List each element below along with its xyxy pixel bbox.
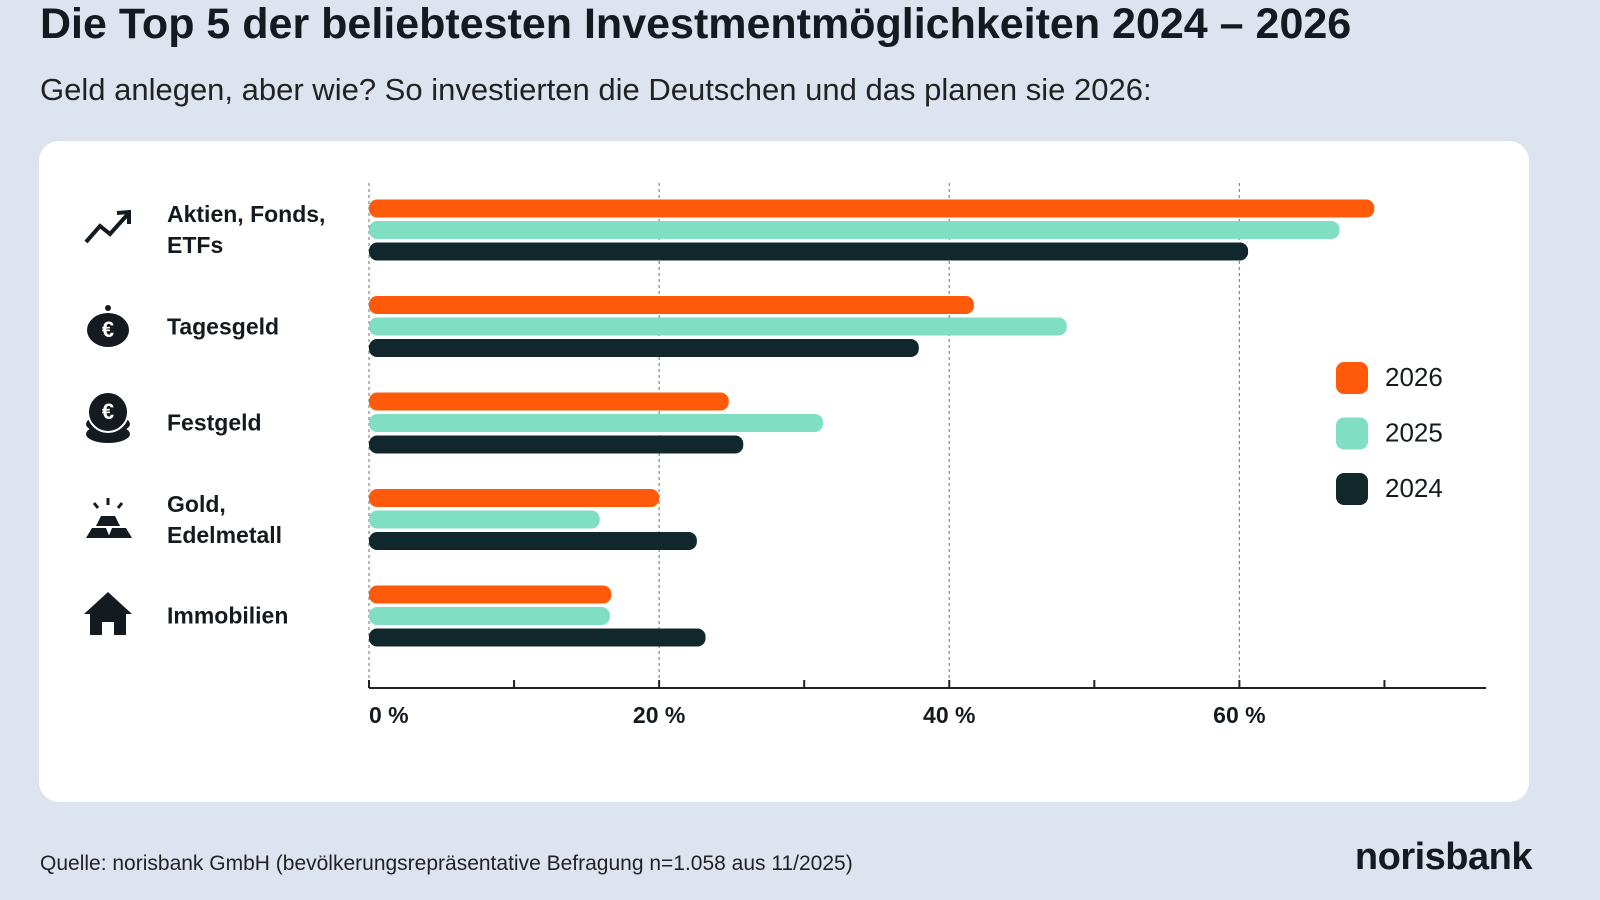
bar (369, 339, 919, 357)
bar (369, 392, 729, 411)
icon-spark (116, 502, 124, 509)
x-tick-label: 0 % (369, 702, 409, 728)
icon-spark (92, 502, 100, 509)
x-tick-label: 60 % (1213, 702, 1265, 728)
bar (369, 317, 1067, 336)
bar (369, 585, 612, 604)
legend-swatch (1336, 362, 1368, 394)
bar (369, 628, 706, 647)
bar (369, 510, 600, 529)
icon-euro: € (102, 317, 114, 342)
bar (369, 296, 974, 314)
x-tick-label: 40 % (923, 702, 975, 728)
brand-logo: norisbank (1354, 836, 1533, 878)
bar (369, 532, 697, 550)
source-note: Quelle: norisbank GmbH (bevölkerungsrepr… (40, 852, 853, 875)
legend-swatch (1336, 417, 1368, 450)
chart-subtitle: Geld anlegen, aber wie? So investierten … (40, 72, 1152, 107)
bar (369, 489, 660, 507)
icon-euro: € (102, 399, 114, 424)
icon-trend (84, 212, 130, 244)
category-label: Immobilien (167, 602, 289, 629)
icons: € € (84, 209, 132, 635)
chart-title: Die Top 5 der beliebtesten Investmentmög… (40, 0, 1352, 48)
bar (369, 221, 1340, 239)
bar (369, 199, 1375, 218)
icon-purse (87, 313, 129, 347)
x-tick-label: 20 % (633, 702, 685, 728)
icon-house (84, 592, 132, 635)
icon-bar (108, 528, 132, 538)
legend-label: 2025 (1385, 417, 1443, 447)
icon-coin (87, 391, 129, 433)
category-label: Festgeld (167, 409, 262, 436)
bar (369, 414, 824, 432)
legend-label: 2026 (1385, 362, 1443, 392)
legend-swatch (1336, 473, 1368, 505)
icon-bar (86, 528, 110, 538)
icon-trend-arrow (116, 209, 131, 224)
icon-purse-clasp (105, 305, 111, 311)
bar (369, 242, 1249, 261)
legend-label: 2024 (1385, 473, 1443, 503)
category-label: Tagesgeld (167, 313, 280, 339)
category-label: Aktien, Fonds, ETFs (167, 201, 326, 258)
bar (369, 435, 744, 454)
icon-bar (96, 516, 120, 526)
bar (369, 607, 610, 625)
category-label: Gold, Edelmetall (167, 490, 283, 548)
